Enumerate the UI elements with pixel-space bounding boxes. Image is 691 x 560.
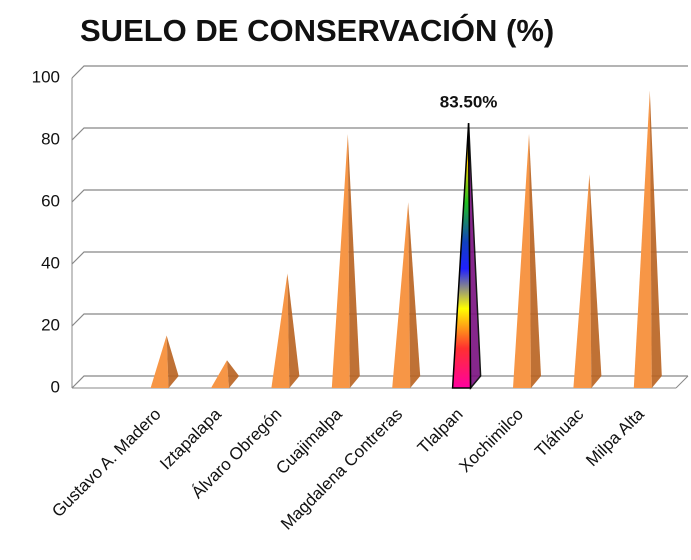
grid-line [71, 251, 688, 265]
x-tick-label: Magdalena Contreras [277, 405, 406, 534]
pyramid-right-face [347, 134, 360, 388]
x-tick-label: Tláhuac [531, 404, 588, 461]
pyramid-right-face [287, 273, 300, 388]
y-tick-label: 0 [51, 377, 60, 396]
y-tick-label: 60 [41, 191, 60, 210]
grid-line [71, 65, 688, 79]
pyramid [211, 360, 239, 388]
pyramid-left-face [633, 90, 652, 388]
pyramid [633, 90, 662, 388]
pyramid-right-face [467, 123, 482, 391]
x-tick-label: Xochimilco [455, 405, 527, 477]
pyramid-left-face [331, 134, 350, 388]
grid-line [71, 313, 688, 327]
data-label: 83.50% [440, 93, 498, 112]
pyramid [150, 335, 179, 388]
pyramid-left-face [150, 335, 169, 388]
pyramid [271, 273, 300, 388]
y-tick-label: 80 [41, 129, 60, 148]
pyramid-left-face [271, 273, 290, 388]
pyramid [573, 174, 602, 388]
y-tick-label: 20 [41, 315, 60, 334]
pyramid-right-face [589, 174, 602, 388]
pyramid-right-face [529, 134, 541, 388]
grid-line [71, 375, 688, 389]
x-tick-label: Milpa Alta [582, 404, 648, 470]
grid-line [71, 127, 688, 141]
pyramid [392, 202, 421, 388]
pyramid-left-face [211, 360, 229, 388]
pyramid-left-face [451, 123, 472, 389]
pyramid-right-face [166, 335, 179, 388]
pyramid-left-face [513, 134, 531, 388]
pyramid [331, 134, 360, 388]
pyramid [451, 123, 482, 391]
floor-edge [675, 375, 689, 389]
pyramid-left-face [573, 174, 592, 388]
x-tick-label: Tlalpan [414, 405, 467, 458]
grid-line [71, 189, 688, 203]
x-tick-label: Gustavo A. Madero [48, 405, 164, 521]
y-tick-label: 100 [32, 67, 60, 86]
pyramid [513, 134, 541, 388]
pyramid-right-face [649, 90, 662, 388]
chart-title: SUELO DE CONSERVACIÓN (%) [80, 12, 554, 48]
pyramid-left-face [392, 202, 411, 388]
y-tick-label: 40 [41, 253, 60, 272]
pyramid-right-face [408, 202, 421, 388]
pyramid-right-face [227, 360, 239, 388]
